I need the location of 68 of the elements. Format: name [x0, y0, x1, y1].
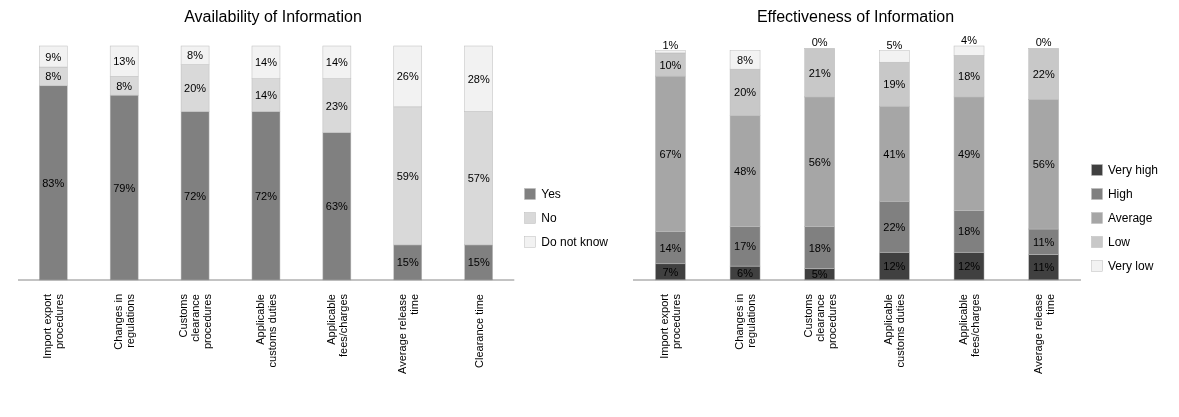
data-label: 14%: [325, 56, 349, 69]
x-tick-label: Customs clearance procedures: [801, 293, 838, 350]
legend-label: High: [1107, 186, 1133, 201]
data-label: 18%: [958, 70, 981, 83]
data-label: 72%: [254, 189, 278, 202]
legend-label: No: [541, 210, 557, 225]
x-tick-label: Clearance time: [472, 294, 485, 368]
data-label: 79%: [113, 181, 136, 194]
data-label: 15%: [396, 256, 419, 269]
data-label: 14%: [659, 241, 682, 254]
data-label: 59%: [396, 169, 419, 182]
x-tick-label: Average release time: [1031, 294, 1056, 374]
data-label: 18%: [808, 241, 831, 254]
legend-label: Yes: [541, 186, 561, 201]
data-label: 8%: [116, 79, 133, 92]
data-label: 48%: [734, 165, 757, 178]
x-tick-label: Import export procedures: [41, 293, 66, 359]
data-label: 4%: [961, 34, 978, 46]
data-label: 6%: [737, 267, 754, 280]
data-label: 49%: [958, 147, 981, 160]
data-label: 8%: [187, 49, 204, 62]
data-label: 22%: [1032, 67, 1055, 80]
data-label: 17%: [734, 240, 757, 253]
legend-label: Do not know: [541, 234, 608, 249]
data-label: 72%: [184, 189, 207, 202]
x-tick-label: Changes in regulations: [732, 293, 757, 350]
data-label: 67%: [659, 147, 682, 160]
chart-title: Availability of Information: [183, 8, 363, 27]
x-tick-label: Import export procedures: [658, 293, 683, 359]
data-label: 56%: [1032, 158, 1055, 171]
data-label: 8%: [45, 70, 62, 83]
data-label: 5%: [886, 38, 903, 51]
data-label: 23%: [325, 99, 349, 112]
data-label: 14%: [254, 89, 278, 102]
data-label: 9%: [45, 50, 62, 63]
legend-label: Average: [1107, 210, 1153, 225]
data-label: 12%: [958, 260, 981, 273]
data-label: 7%: [662, 265, 679, 278]
data-label: 22%: [883, 220, 906, 233]
x-tick-label: Changes in regulations: [112, 293, 137, 350]
data-label: 56%: [808, 155, 831, 168]
chart-title: Effectiveness of Information: [755, 8, 956, 27]
data-label: 83%: [42, 176, 65, 189]
data-label: 0%: [1035, 36, 1052, 49]
data-label: 12%: [883, 260, 906, 273]
legend-label: Very high: [1107, 162, 1158, 177]
data-label: 1%: [662, 38, 679, 51]
data-label: 13%: [113, 55, 136, 68]
data-label: 20%: [734, 86, 757, 99]
data-label: 28%: [467, 72, 490, 85]
data-label: 41%: [883, 147, 906, 160]
data-label: 63%: [325, 200, 349, 213]
data-label: 19%: [883, 78, 906, 91]
data-label: 18%: [958, 225, 981, 238]
data-label: 10%: [659, 58, 682, 71]
data-label: 14%: [254, 56, 278, 69]
data-label: 8%: [737, 53, 754, 66]
data-label: 57%: [467, 172, 490, 185]
data-label: 26%: [396, 70, 419, 83]
data-label: 20%: [184, 82, 207, 95]
data-label: 11%: [1033, 235, 1055, 248]
legend-label: Very low: [1107, 258, 1154, 273]
data-label: 15%: [467, 256, 490, 269]
legend-label: Low: [1107, 234, 1130, 249]
data-label: 21%: [808, 66, 831, 79]
data-label: 0%: [811, 36, 828, 49]
x-tick-label: Average release time: [395, 294, 420, 374]
data-label: 11%: [1033, 261, 1055, 274]
